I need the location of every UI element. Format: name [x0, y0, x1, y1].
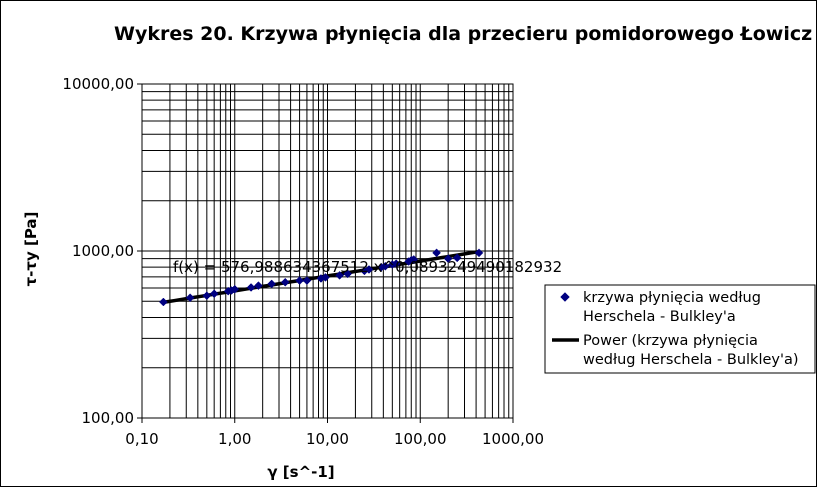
data-point — [391, 259, 401, 268]
data-point — [409, 255, 419, 264]
data-point — [432, 248, 441, 258]
x-tick-label: 10,00 — [306, 430, 349, 448]
data-point — [209, 289, 219, 299]
data-point — [302, 276, 312, 285]
legend-series1-line2: Herschela - Bulkley'a — [583, 309, 736, 325]
x-axis-label: γ [s^-1] — [267, 463, 334, 481]
data-point — [267, 279, 277, 289]
data-point — [380, 261, 390, 271]
data-point — [364, 265, 374, 274]
legend-series1-line1: krzywa płynięcia według — [583, 290, 761, 306]
data-point — [185, 293, 195, 303]
legend: krzywa płynięcia według Herschela - Bulk… — [544, 284, 816, 374]
tick-labels: 0,10 1,00 10,00 100,00 1000,00 100,00 1000,00 1… — [62, 75, 544, 448]
x-tick-label: 1000,00 — [482, 430, 544, 448]
legend-series2-line1: Power (krzywa płynięcia — [583, 333, 758, 349]
x-tick-label: 100,00 — [394, 430, 447, 448]
data-points — [159, 248, 484, 307]
legend-box — [544, 284, 816, 374]
data-point — [202, 291, 212, 301]
data-point — [321, 273, 330, 282]
chart-title: Wykres 20. Krzywa płynięcia dla przecier… — [114, 23, 813, 45]
data-point — [280, 277, 290, 287]
grid-lines — [142, 84, 513, 418]
x-tick-label: 1,00 — [218, 430, 251, 448]
data-point — [254, 281, 263, 291]
data-point — [343, 269, 353, 279]
data-point — [335, 270, 344, 280]
data-point — [474, 248, 484, 258]
y-tick-label: 1000,00 — [72, 242, 134, 260]
data-point — [159, 297, 168, 307]
data-point — [230, 284, 240, 294]
x-tick-label: 0,10 — [125, 430, 158, 448]
y-axis-label: τ-τy [Pa] — [22, 212, 40, 287]
y-tick-label: 10000,00 — [62, 75, 134, 93]
data-point — [443, 254, 453, 263]
legend-series2-line2: według Herschela - Bulkley'a) — [583, 352, 799, 368]
data-point — [295, 276, 304, 285]
data-point — [246, 283, 256, 292]
legend-diamond-icon — [560, 292, 570, 302]
trendline-equation: f(x) = 576,988634367512 x^0,089324949018… — [173, 258, 562, 276]
data-point — [452, 253, 462, 263]
y-tick-label: 100,00 — [82, 409, 135, 427]
